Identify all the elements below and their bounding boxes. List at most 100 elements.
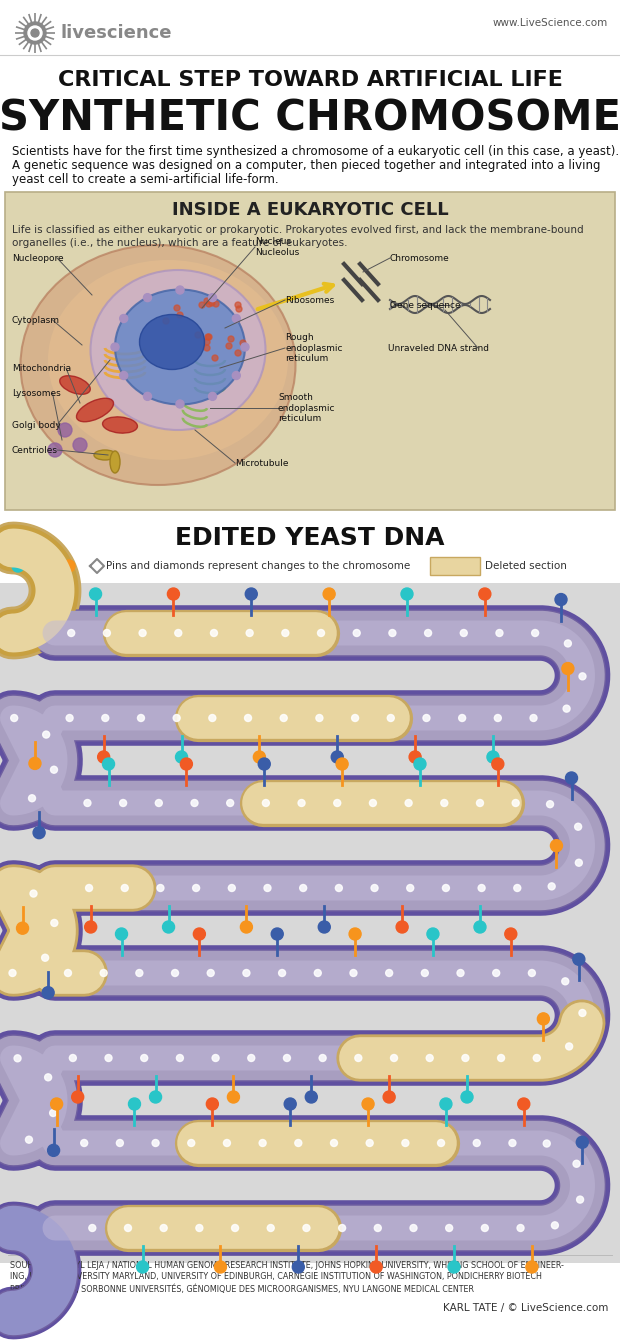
Circle shape xyxy=(262,799,269,806)
Circle shape xyxy=(244,715,252,721)
Ellipse shape xyxy=(91,270,265,430)
Circle shape xyxy=(530,715,537,721)
Circle shape xyxy=(241,343,249,351)
Circle shape xyxy=(443,885,450,892)
Circle shape xyxy=(48,1144,60,1156)
Circle shape xyxy=(264,885,271,892)
Circle shape xyxy=(283,1054,290,1062)
Text: Nucleopore: Nucleopore xyxy=(12,253,64,263)
Circle shape xyxy=(11,715,18,721)
Circle shape xyxy=(58,422,72,437)
Circle shape xyxy=(278,970,286,976)
Circle shape xyxy=(136,1261,149,1273)
Circle shape xyxy=(51,920,58,927)
Circle shape xyxy=(84,799,91,806)
Circle shape xyxy=(531,629,539,637)
Circle shape xyxy=(448,1261,460,1273)
Circle shape xyxy=(577,1196,583,1203)
Circle shape xyxy=(314,970,321,976)
Text: Pins and diamonds represent changes to the chromosome: Pins and diamonds represent changes to t… xyxy=(106,561,410,571)
Circle shape xyxy=(493,970,500,976)
Circle shape xyxy=(551,839,562,852)
Circle shape xyxy=(334,799,341,806)
Circle shape xyxy=(196,1224,203,1231)
Circle shape xyxy=(565,1043,573,1050)
Circle shape xyxy=(280,715,287,721)
Text: Microtubule: Microtubule xyxy=(235,459,288,468)
Circle shape xyxy=(120,371,128,380)
Circle shape xyxy=(538,1012,549,1025)
Circle shape xyxy=(254,751,265,763)
Circle shape xyxy=(295,1140,302,1147)
Circle shape xyxy=(104,629,110,637)
Circle shape xyxy=(352,715,358,721)
Circle shape xyxy=(236,306,242,312)
Circle shape xyxy=(209,715,216,721)
Circle shape xyxy=(9,970,16,976)
Circle shape xyxy=(564,640,572,646)
Circle shape xyxy=(213,300,219,307)
Circle shape xyxy=(138,715,144,721)
Circle shape xyxy=(405,799,412,806)
Circle shape xyxy=(188,1140,195,1147)
Circle shape xyxy=(303,1224,310,1231)
Circle shape xyxy=(128,1098,141,1110)
Circle shape xyxy=(48,443,62,457)
Circle shape xyxy=(42,955,48,961)
Circle shape xyxy=(505,928,517,940)
Circle shape xyxy=(177,312,183,318)
Circle shape xyxy=(401,587,413,599)
Text: Centrioles: Centrioles xyxy=(12,445,58,455)
Text: Deleted section: Deleted section xyxy=(485,561,567,571)
Circle shape xyxy=(371,885,378,892)
Text: livescience: livescience xyxy=(60,24,172,42)
Circle shape xyxy=(208,294,216,302)
Circle shape xyxy=(267,1224,274,1231)
Circle shape xyxy=(115,928,128,940)
Circle shape xyxy=(271,928,283,940)
Circle shape xyxy=(162,921,175,933)
Circle shape xyxy=(50,1109,56,1117)
Circle shape xyxy=(98,751,110,763)
Circle shape xyxy=(223,1140,231,1147)
Circle shape xyxy=(316,715,323,721)
Circle shape xyxy=(518,1098,529,1110)
Circle shape xyxy=(51,1098,63,1110)
Circle shape xyxy=(248,1054,255,1062)
Circle shape xyxy=(241,921,252,933)
Circle shape xyxy=(575,860,582,866)
Circle shape xyxy=(29,758,41,770)
Circle shape xyxy=(426,1054,433,1062)
Circle shape xyxy=(441,799,448,806)
Circle shape xyxy=(317,629,324,637)
Circle shape xyxy=(31,30,39,38)
Circle shape xyxy=(577,1136,588,1148)
Circle shape xyxy=(204,345,210,351)
Circle shape xyxy=(227,799,234,806)
Circle shape xyxy=(232,315,241,322)
Circle shape xyxy=(563,705,570,712)
Circle shape xyxy=(336,758,348,770)
Circle shape xyxy=(149,1092,162,1104)
Circle shape xyxy=(579,1010,586,1016)
Circle shape xyxy=(551,1222,559,1228)
Ellipse shape xyxy=(110,451,120,473)
Circle shape xyxy=(573,953,585,966)
Circle shape xyxy=(102,758,115,770)
Text: SOURCES: DARRYL LEJA / NATIONAL HUMAN GENOME RESEARCH INSTITUTE, JOHNS HOPKINS U: SOURCES: DARRYL LEJA / NATIONAL HUMAN GE… xyxy=(10,1261,564,1294)
Ellipse shape xyxy=(20,245,296,485)
Circle shape xyxy=(160,1224,167,1231)
Circle shape xyxy=(555,594,567,606)
Circle shape xyxy=(72,1092,84,1104)
Circle shape xyxy=(85,921,97,933)
Circle shape xyxy=(43,731,50,738)
Text: Life is classified as either eukaryotic or prokaryotic. Prokaryotes evolved firs: Life is classified as either eukaryotic … xyxy=(12,225,583,235)
Circle shape xyxy=(284,1098,296,1110)
Circle shape xyxy=(120,799,126,806)
Circle shape xyxy=(191,799,198,806)
Circle shape xyxy=(386,970,392,976)
Circle shape xyxy=(120,315,128,322)
Circle shape xyxy=(163,318,169,325)
Circle shape xyxy=(479,587,491,599)
Circle shape xyxy=(45,1074,51,1081)
